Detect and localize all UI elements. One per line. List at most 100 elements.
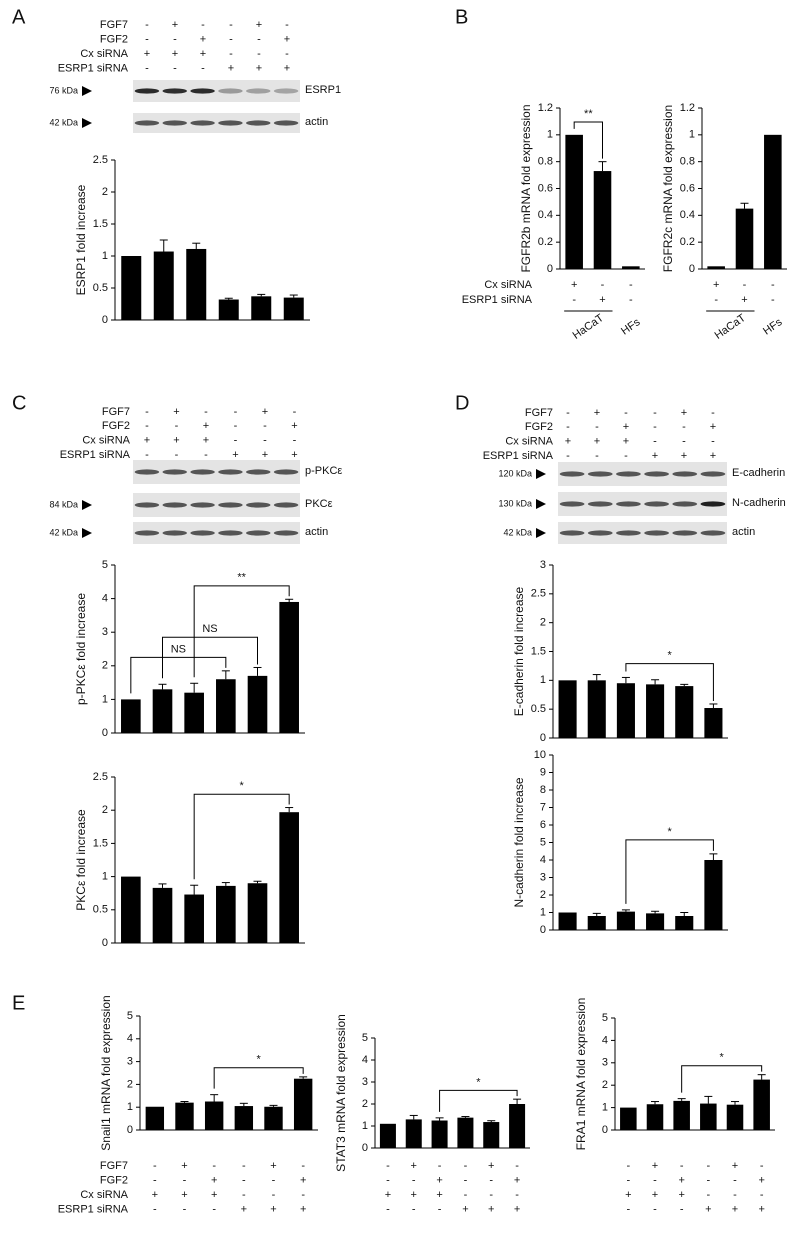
blot-band [190, 88, 215, 94]
blot-band [162, 530, 187, 536]
panel-letter: A [12, 6, 26, 28]
y-tick-label: 1 [689, 129, 695, 141]
treatment-sign: + [565, 436, 571, 448]
error-bar [592, 912, 601, 916]
treatment-sign: - [624, 407, 628, 419]
treatment-sign: - [624, 450, 628, 462]
significance-bracket [625, 839, 714, 904]
y-tick-label: 0.4 [538, 209, 553, 221]
treatment-sign: - [464, 1189, 468, 1201]
blot-band [190, 530, 215, 536]
y-tick-label: 0.4 [680, 209, 695, 221]
treatment-sign: - [301, 1189, 305, 1201]
blot-label: p-PKCε [305, 465, 342, 477]
blot-strip [133, 113, 300, 133]
group-label: HFs [761, 316, 785, 338]
blot-band [700, 530, 726, 536]
treatment-sign: - [412, 1203, 416, 1215]
bar [216, 679, 236, 733]
treatment-sign: - [272, 1189, 276, 1201]
y-tick-label: 0.8 [538, 156, 553, 168]
treatment-sign: + [228, 62, 234, 74]
bar [145, 1106, 165, 1130]
blot-band [218, 502, 243, 508]
bar [121, 699, 141, 733]
y-axis-label: Snail1 mRNA fold expression [99, 995, 113, 1150]
y-tick-label: 3 [540, 871, 546, 883]
treatment-sign: - [733, 1189, 737, 1201]
treatment-sign: - [760, 1189, 764, 1201]
treatment-sign: + [462, 1203, 468, 1215]
blot-band [162, 120, 187, 126]
y-axis-label: PKCε fold increase [74, 809, 88, 911]
y-tick-label: 0.2 [538, 236, 553, 248]
error-bar [731, 1101, 739, 1105]
error-bar [269, 1104, 278, 1107]
group-label: HaCaT [713, 312, 749, 342]
treatment-sign: - [229, 48, 233, 60]
blot-band [190, 469, 215, 475]
bar [283, 297, 304, 320]
treatment-sign: + [172, 19, 178, 31]
blot-band [644, 530, 669, 536]
bar [279, 812, 299, 943]
blot-band [273, 530, 299, 536]
error-bar [253, 666, 262, 676]
treatment-sign: - [464, 1174, 468, 1186]
treatment-sign: + [144, 48, 150, 60]
treatment-sign: + [284, 62, 290, 74]
blot-label: E-cadherin [732, 467, 785, 479]
blot-band [559, 471, 585, 477]
treatment-sign: + [436, 1189, 442, 1201]
bar [620, 1107, 637, 1130]
error-bar [158, 883, 167, 888]
blot-band [246, 120, 271, 126]
bar [152, 887, 173, 943]
blot-band [134, 530, 160, 536]
treatment-sign: + [203, 435, 209, 447]
blot-strip [133, 460, 300, 484]
treatment-sign: + [291, 420, 297, 432]
treatment-sign: - [285, 19, 289, 31]
treatment-label: Cx siRNA [82, 435, 130, 447]
error-bar [190, 884, 199, 895]
treatment-sign: + [594, 436, 600, 448]
blot-band [162, 502, 187, 508]
kda-label: 42 kDa [49, 117, 78, 127]
bar [184, 894, 204, 943]
y-axis-label: STAT3 mRNA fold expression [334, 1014, 348, 1172]
treatment-label: FGF7 [100, 1160, 128, 1172]
y-axis-label: FRA1 mRNA fold expression [574, 998, 588, 1151]
error-bar [757, 1074, 766, 1080]
treatment-sign: - [145, 420, 149, 432]
blot-label: actin [732, 526, 755, 538]
y-tick-label: 4 [602, 1034, 608, 1046]
treatment-label: Cx siRNA [505, 436, 553, 448]
treatment-sign: - [412, 1174, 416, 1186]
treatment-sign: + [173, 406, 179, 418]
y-tick-label: 2 [102, 660, 108, 672]
bar [735, 208, 754, 269]
kda-arrow [536, 528, 546, 538]
error-bar [192, 242, 201, 249]
treatment-sign: - [595, 450, 599, 462]
blot-band [134, 502, 160, 508]
bar [673, 1100, 690, 1130]
blot-band [273, 88, 299, 94]
error-bar [592, 674, 601, 681]
blot-label: ESRP1 [305, 84, 341, 96]
bar [700, 1103, 717, 1130]
bar [483, 1122, 500, 1148]
bar [279, 601, 299, 733]
blot-band [273, 502, 299, 508]
treatment-sign: - [653, 421, 657, 433]
bar [587, 680, 606, 738]
significance-bracket [573, 121, 603, 159]
blot-band [700, 501, 726, 507]
treatment-sign: + [623, 436, 629, 448]
treatment-sign: + [758, 1174, 764, 1186]
blot-band [273, 120, 299, 126]
y-tick-label: 0.5 [531, 703, 546, 715]
bar [558, 912, 577, 930]
y-tick-label: 0 [547, 263, 553, 275]
